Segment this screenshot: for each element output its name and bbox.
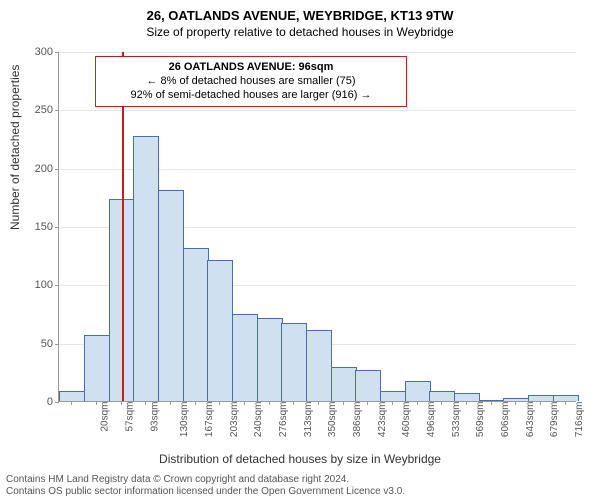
ytick-mark (55, 285, 59, 286)
footer: Contains HM Land Registry data © Crown c… (6, 474, 594, 498)
ytick-label: 150 (19, 221, 53, 233)
xtick-mark (441, 401, 442, 405)
xtick-label: 203sqm (229, 402, 240, 438)
ytick-label: 0 (19, 396, 53, 408)
histogram-bar (59, 391, 85, 401)
ytick-mark (55, 344, 59, 345)
xtick-label: 423sqm (377, 402, 388, 438)
gridline-h (59, 52, 576, 53)
xtick-mark (121, 401, 122, 405)
xtick-label: 276sqm (278, 402, 289, 438)
xtick-label: 313sqm (303, 402, 314, 438)
xtick-label: 20sqm (100, 402, 111, 432)
ytick-label: 250 (19, 104, 53, 116)
xtick-label: 569sqm (475, 402, 486, 438)
histogram-bar (553, 395, 579, 401)
ytick-mark (55, 227, 59, 228)
ytick-label: 100 (19, 279, 53, 291)
xtick-label: 679sqm (549, 402, 560, 438)
histogram-bar (405, 381, 431, 401)
xtick-label: 57sqm (125, 402, 136, 432)
histogram-bar (380, 391, 406, 401)
xtick-mark (466, 401, 467, 405)
annotation-line3: 92% of semi-detached houses are larger (… (106, 89, 396, 103)
xtick-label: 606sqm (500, 402, 511, 438)
ytick-mark (55, 169, 59, 170)
ytick-mark (55, 52, 59, 53)
histogram-bar (281, 323, 307, 401)
xtick-mark (145, 401, 146, 405)
histogram-bar (306, 330, 332, 401)
xtick-mark (71, 401, 72, 405)
chart-title: 26, OATLANDS AVENUE, WEYBRIDGE, KT13 9TW (0, 0, 600, 23)
xtick-mark (195, 401, 196, 405)
chart-subtitle: Size of property relative to detached ho… (0, 23, 600, 39)
xtick-label: 93sqm (149, 402, 160, 432)
histogram-bar (454, 393, 480, 401)
xtick-label: 643sqm (525, 402, 536, 438)
histogram-bar (355, 370, 381, 401)
xtick-label: 130sqm (179, 402, 190, 438)
histogram-bar (84, 335, 110, 401)
xtick-label: 716sqm (574, 402, 585, 438)
xtick-mark (293, 401, 294, 405)
xtick-mark (515, 401, 516, 405)
histogram-bar (331, 367, 357, 401)
xtick-mark (540, 401, 541, 405)
ytick-label: 300 (19, 46, 53, 58)
histogram-bar (207, 260, 233, 401)
y-axis-label: Number of detached properties (8, 65, 22, 230)
xtick-mark (417, 401, 418, 405)
xtick-mark (96, 401, 97, 405)
chart-container: 26, OATLANDS AVENUE, WEYBRIDGE, KT13 9TW… (0, 0, 600, 500)
histogram-bar (479, 400, 505, 401)
annotation-box: 26 OATLANDS AVENUE: 96sqm ← 8% of detach… (95, 56, 407, 107)
gridline-h (59, 110, 576, 111)
ytick-mark (55, 402, 59, 403)
ytick-label: 200 (19, 163, 53, 175)
xtick-mark (343, 401, 344, 405)
xtick-mark (318, 401, 319, 405)
x-axis-label: Distribution of detached houses by size … (0, 452, 600, 466)
histogram-bar (133, 136, 159, 401)
xtick-mark (269, 401, 270, 405)
histogram-bar (232, 314, 258, 401)
xtick-label: 496sqm (426, 402, 437, 438)
xtick-label: 167sqm (204, 402, 215, 438)
xtick-mark (367, 401, 368, 405)
annotation-line2: ← 8% of detached houses are smaller (75) (106, 75, 396, 89)
histogram-bar (158, 190, 184, 401)
xtick-mark (392, 401, 393, 405)
xtick-mark (244, 401, 245, 405)
xtick-label: 386sqm (352, 402, 363, 438)
histogram-bar (183, 248, 209, 401)
xtick-mark (170, 401, 171, 405)
xtick-mark (491, 401, 492, 405)
annotation-line1: 26 OATLANDS AVENUE: 96sqm (106, 61, 396, 75)
footer-line1: Contains HM Land Registry data © Crown c… (6, 474, 594, 486)
xtick-mark (565, 401, 566, 405)
footer-line2: Contains OS public sector information li… (6, 486, 594, 498)
xtick-label: 460sqm (401, 402, 412, 438)
xtick-label: 350sqm (327, 402, 338, 438)
ytick-label: 50 (19, 338, 53, 350)
xtick-label: 240sqm (253, 402, 264, 438)
xtick-label: 533sqm (451, 402, 462, 438)
ytick-mark (55, 110, 59, 111)
histogram-bar (429, 391, 455, 401)
xtick-mark (219, 401, 220, 405)
histogram-bar (257, 318, 283, 401)
